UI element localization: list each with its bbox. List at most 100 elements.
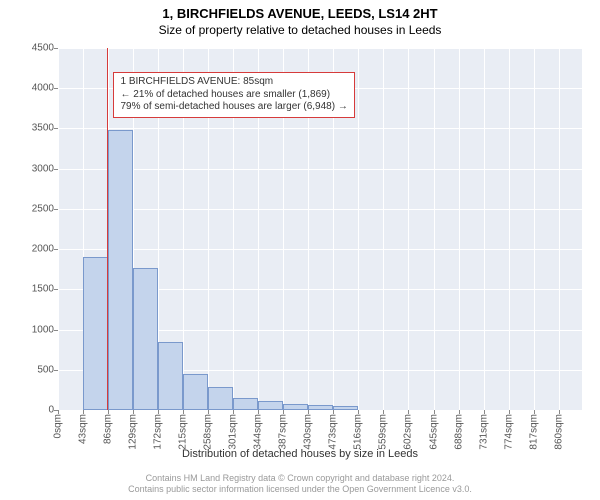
histogram-bar xyxy=(258,401,283,410)
x-tick-mark xyxy=(283,410,284,414)
x-tick-mark xyxy=(233,410,234,414)
histogram-plot: 1 BIRCHFIELDS AVENUE: 85sqm← 21% of deta… xyxy=(58,48,582,410)
x-tick-label: 430sqm xyxy=(303,414,314,450)
annotation-line: ← 21% of detached houses are smaller (1,… xyxy=(120,89,347,102)
histogram-bar xyxy=(108,130,133,410)
x-tick-mark xyxy=(258,410,259,414)
x-tick-label: 129sqm xyxy=(128,414,139,450)
x-tick-mark xyxy=(358,410,359,414)
histogram-bar xyxy=(308,405,333,410)
histogram-bar xyxy=(158,342,183,410)
x-tick-label: 860sqm xyxy=(553,414,564,450)
grid-line-h xyxy=(58,48,582,49)
x-tick-label: 86sqm xyxy=(103,414,114,444)
y-tick-mark xyxy=(54,88,58,89)
x-tick-label: 516sqm xyxy=(353,414,364,450)
y-tick-mark xyxy=(54,249,58,250)
x-tick-label: 688sqm xyxy=(453,414,464,450)
grid-line-v xyxy=(534,48,535,410)
grid-line-v xyxy=(408,48,409,410)
x-tick-label: 559sqm xyxy=(378,414,389,450)
x-tick-label: 774sqm xyxy=(503,414,514,450)
grid-line-v xyxy=(383,48,384,410)
x-tick-label: 344sqm xyxy=(253,414,264,450)
y-tick-label: 4500 xyxy=(14,43,54,54)
x-tick-mark xyxy=(58,410,59,414)
histogram-bar xyxy=(233,398,258,410)
y-tick-mark xyxy=(54,48,58,49)
footer: Contains HM Land Registry data © Crown c… xyxy=(0,473,600,496)
x-tick-label: 602sqm xyxy=(403,414,414,450)
x-tick-mark xyxy=(208,410,209,414)
x-tick-mark xyxy=(484,410,485,414)
x-tick-label: 473sqm xyxy=(328,414,339,450)
y-tick-mark xyxy=(54,370,58,371)
grid-line-v xyxy=(459,48,460,410)
x-tick-mark xyxy=(308,410,309,414)
x-tick-label: 215sqm xyxy=(178,414,189,450)
x-tick-mark xyxy=(183,410,184,414)
property-marker-line xyxy=(107,48,108,410)
grid-line-v xyxy=(559,48,560,410)
annotation-line: 79% of semi-detached houses are larger (… xyxy=(120,101,347,114)
x-tick-label: 817sqm xyxy=(528,414,539,450)
y-tick-label: 1000 xyxy=(14,324,54,335)
grid-line-h xyxy=(58,249,582,250)
x-tick-label: 0sqm xyxy=(53,414,64,438)
x-tick-mark xyxy=(434,410,435,414)
chart-title: 1, BIRCHFIELDS AVENUE, LEEDS, LS14 2HT xyxy=(0,0,600,21)
y-tick-label: 1500 xyxy=(14,284,54,295)
x-tick-mark xyxy=(158,410,159,414)
grid-line-v xyxy=(58,48,59,410)
x-tick-mark xyxy=(133,410,134,414)
grid-line-v xyxy=(509,48,510,410)
histogram-bar xyxy=(333,406,358,410)
y-tick-mark xyxy=(54,289,58,290)
x-tick-label: 387sqm xyxy=(278,414,289,450)
chart-subtitle: Size of property relative to detached ho… xyxy=(0,23,600,37)
grid-line-v xyxy=(484,48,485,410)
x-tick-mark xyxy=(509,410,510,414)
x-tick-label: 43sqm xyxy=(78,414,89,444)
x-tick-label: 731sqm xyxy=(478,414,489,450)
histogram-bar xyxy=(183,374,208,410)
grid-line-v xyxy=(358,48,359,410)
x-tick-mark xyxy=(108,410,109,414)
grid-line-v xyxy=(434,48,435,410)
y-tick-label: 4000 xyxy=(14,83,54,94)
x-tick-mark xyxy=(83,410,84,414)
x-tick-mark xyxy=(333,410,334,414)
y-tick-label: 2000 xyxy=(14,244,54,255)
y-tick-label: 3500 xyxy=(14,123,54,134)
histogram-bar xyxy=(133,268,158,410)
x-tick-mark xyxy=(559,410,560,414)
grid-line-h xyxy=(58,128,582,129)
histogram-bar xyxy=(83,257,108,410)
y-tick-mark xyxy=(54,128,58,129)
histogram-bar xyxy=(283,404,308,410)
footer-line-2: Contains public sector information licen… xyxy=(0,484,600,496)
y-tick-label: 500 xyxy=(14,364,54,375)
x-axis-label: Distribution of detached houses by size … xyxy=(0,448,600,460)
x-tick-label: 258sqm xyxy=(203,414,214,450)
y-tick-mark xyxy=(54,169,58,170)
x-tick-label: 172sqm xyxy=(153,414,164,450)
grid-line-h xyxy=(58,169,582,170)
grid-line-h xyxy=(58,209,582,210)
annotation-line: 1 BIRCHFIELDS AVENUE: 85sqm xyxy=(120,76,347,89)
x-tick-label: 645sqm xyxy=(428,414,439,450)
x-tick-label: 301sqm xyxy=(228,414,239,450)
y-tick-label: 2500 xyxy=(14,203,54,214)
x-tick-mark xyxy=(408,410,409,414)
x-tick-mark xyxy=(383,410,384,414)
y-tick-mark xyxy=(54,330,58,331)
x-tick-mark xyxy=(459,410,460,414)
annotation-box: 1 BIRCHFIELDS AVENUE: 85sqm← 21% of deta… xyxy=(113,72,354,118)
x-tick-mark xyxy=(534,410,535,414)
histogram-bar xyxy=(208,387,233,410)
y-tick-mark xyxy=(54,209,58,210)
y-tick-label: 3000 xyxy=(14,163,54,174)
footer-line-1: Contains HM Land Registry data © Crown c… xyxy=(0,473,600,485)
y-tick-label: 0 xyxy=(14,405,54,416)
grid-line-h xyxy=(58,410,582,411)
